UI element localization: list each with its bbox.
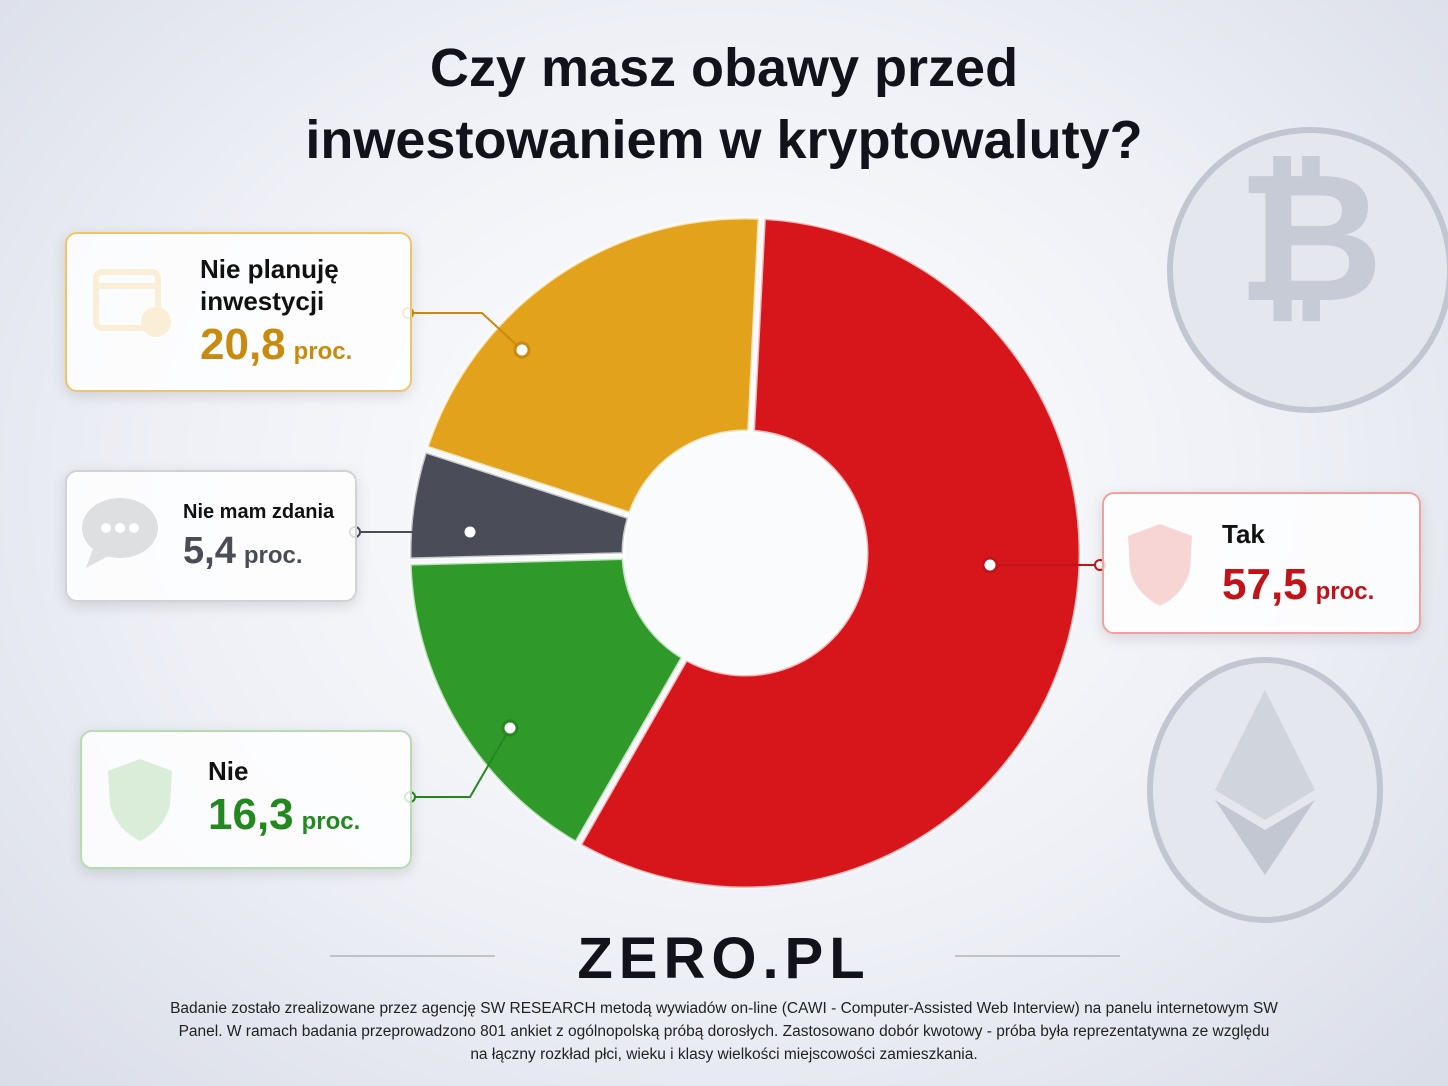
callout [65, 232, 412, 392]
category-label: Nie [208, 756, 249, 786]
chart-title: Czy masz obawy przed inwestowaniem w kry… [305, 38, 1143, 170]
value-number: 16,3 [208, 790, 294, 839]
connector-dot [501, 719, 519, 737]
value-number: 20,8 [200, 320, 286, 369]
donut-segment [425, 216, 761, 515]
connector-dot [981, 556, 999, 574]
donut-segment [578, 216, 1082, 890]
callout [1102, 492, 1421, 634]
callout [80, 730, 412, 869]
category-label: Nie planuję inwestycji [200, 254, 339, 316]
donut-segment [408, 556, 685, 845]
connector-dot [461, 523, 479, 541]
value-unit: proc. [1315, 578, 1375, 605]
value-number: 57,5 [1222, 560, 1308, 609]
logo: ZERO.PL [577, 926, 871, 991]
value-unit: proc. [301, 808, 361, 835]
svg-text:₿: ₿ [1237, 134, 1384, 343]
donut-hole [625, 433, 865, 673]
value-number: 5,4 [183, 530, 236, 572]
value-unit: proc. [243, 542, 303, 569]
connector [410, 727, 511, 798]
coin-decoration: ₿ [1147, 127, 1448, 923]
connector-dot [513, 341, 531, 359]
value-label: 57,5 proc. [1222, 560, 1374, 610]
value-label: 5,4 proc. [183, 530, 303, 573]
value-unit: proc. [293, 338, 353, 365]
callout [65, 470, 357, 602]
category-label: Nie mam zdania [183, 501, 335, 523]
category-label: Tak [1222, 519, 1265, 549]
footer-note: Badanie zostało zrealizowane przez agenc… [170, 1000, 1278, 1063]
value-label: 16,3 proc. [208, 790, 360, 840]
value-label: 20,8 proc. [200, 320, 352, 370]
connector [408, 312, 523, 351]
